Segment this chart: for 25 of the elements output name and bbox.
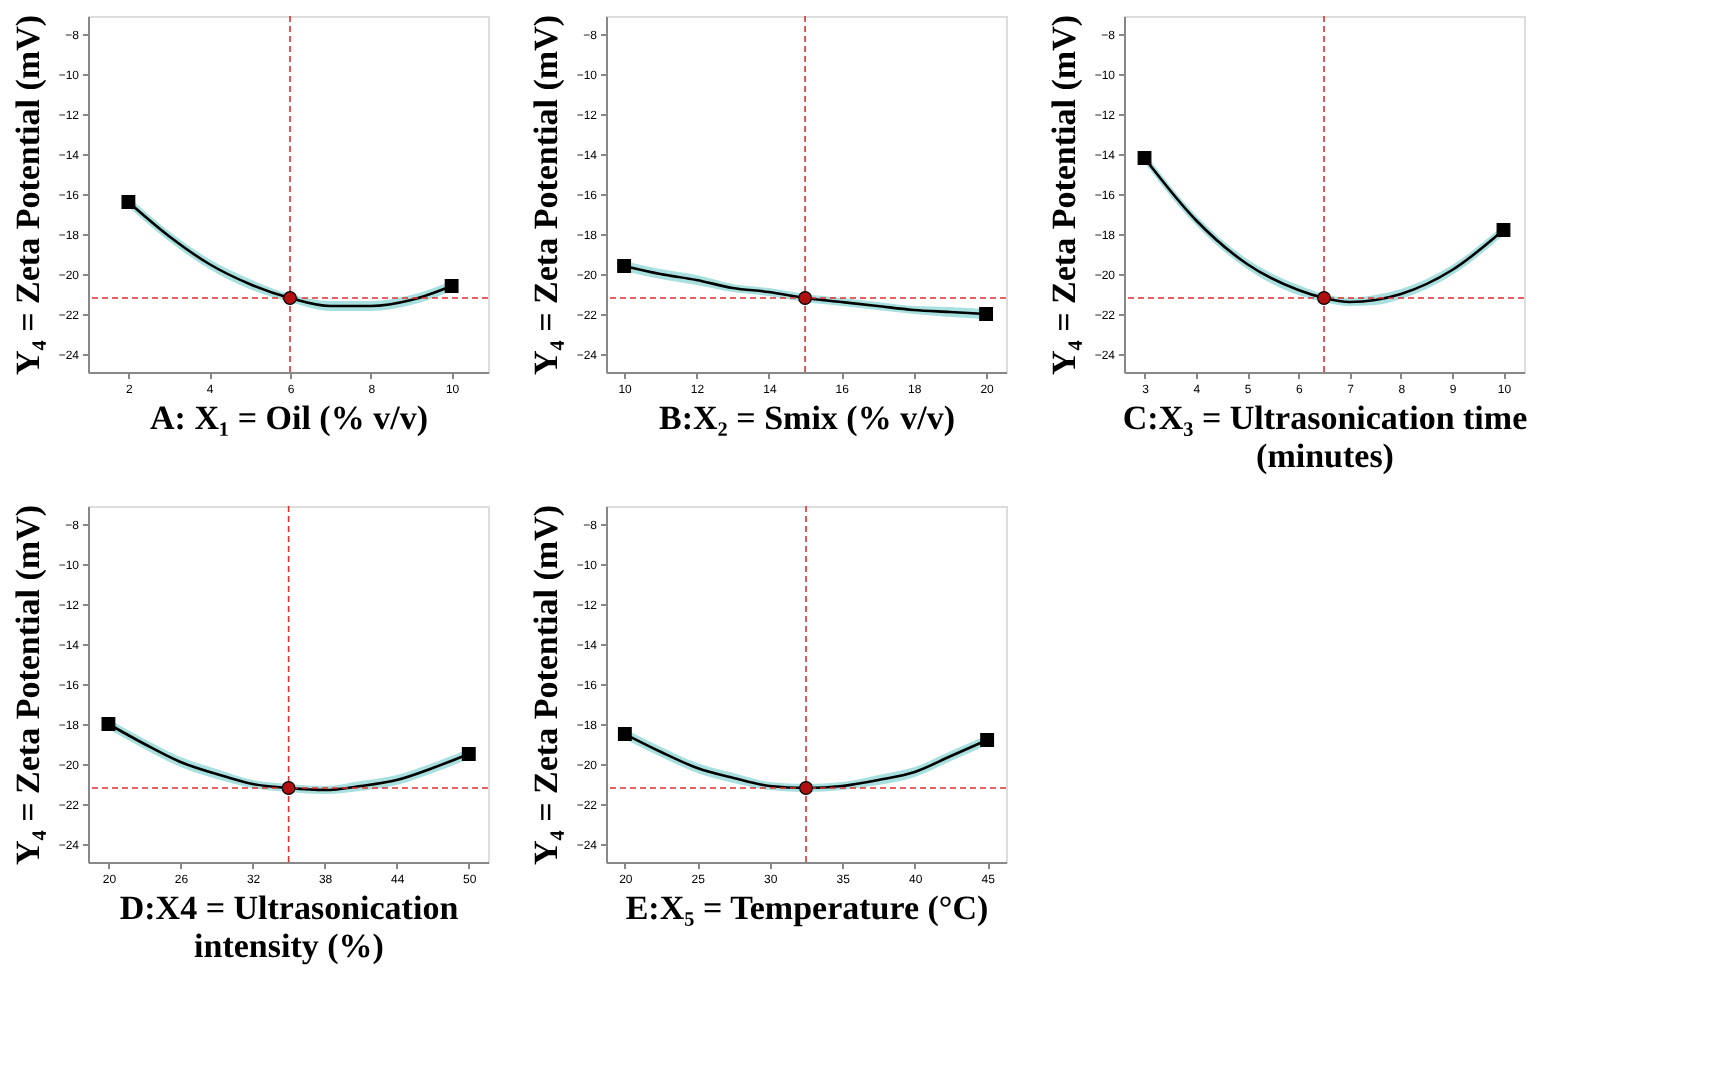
x-axis-title: D:X4 = Ultrasonication intensity (%) <box>119 889 460 965</box>
point <box>617 727 632 741</box>
point <box>1137 151 1152 165</box>
point <box>461 747 476 761</box>
point <box>798 291 813 305</box>
point <box>979 307 994 321</box>
x-axis-title: A: X₁ = Oil (% v/v) <box>150 399 428 437</box>
y-axis-title: Y₄ = Zeta Potential (mV) <box>8 14 47 376</box>
point <box>980 733 995 747</box>
y-axis-title: Y₄ = Zeta Potential (mV) <box>1044 14 1083 376</box>
point <box>281 781 296 795</box>
x-axis-title: B:X₂ = Smix (% v/v) <box>659 399 955 437</box>
x-axis-title: E:X₅ = Temperature (°C) <box>625 889 989 927</box>
point <box>1496 223 1511 237</box>
y-axis-title: Y₄ = Zeta Potential (mV) <box>526 14 565 376</box>
y-axis-title: Y₄ = Zeta Potential (mV) <box>8 504 47 866</box>
point <box>283 291 297 305</box>
point <box>444 279 459 293</box>
y-axis-title: Y₄ = Zeta Potential (mV) <box>526 504 565 866</box>
point <box>799 781 813 795</box>
point <box>1317 291 1331 305</box>
point <box>121 195 136 209</box>
x-axis-title: C:X₃ = Ultrasonication time (minutes) <box>1122 399 1529 475</box>
point <box>101 717 116 731</box>
point <box>617 259 632 273</box>
